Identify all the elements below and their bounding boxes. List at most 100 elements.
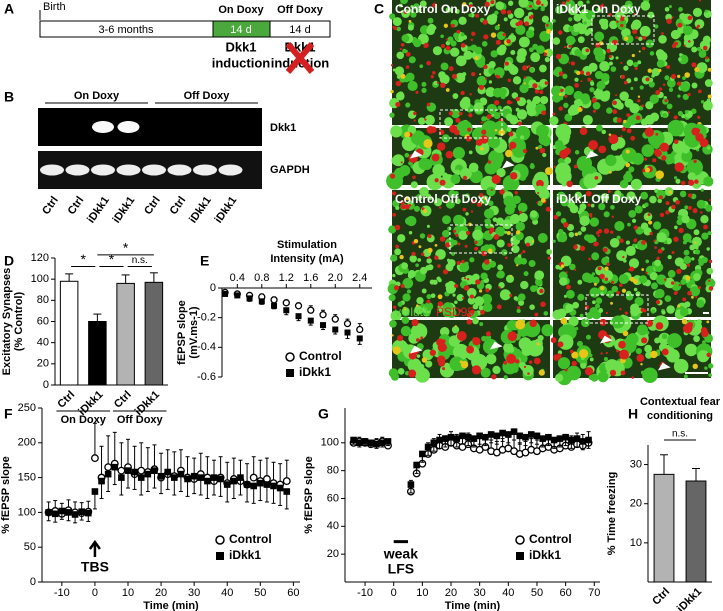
red-puncta bbox=[638, 50, 641, 53]
green-puncta bbox=[483, 208, 495, 219]
data-point bbox=[510, 428, 518, 435]
green-puncta bbox=[696, 46, 702, 52]
green-puncta bbox=[459, 167, 472, 180]
legend-label: Control bbox=[529, 532, 572, 546]
green-puncta bbox=[472, 317, 479, 325]
green-puncta bbox=[436, 276, 441, 281]
red-puncta bbox=[522, 65, 528, 71]
data-point bbox=[373, 440, 380, 448]
red-puncta bbox=[671, 43, 677, 49]
arrow bbox=[599, 335, 613, 344]
red-puncta bbox=[462, 207, 467, 212]
red-puncta bbox=[677, 74, 681, 78]
data-point bbox=[320, 322, 327, 329]
green-puncta bbox=[556, 168, 572, 185]
chart-title: Contextual fear bbox=[640, 396, 721, 408]
arrow bbox=[585, 150, 599, 159]
green-puncta bbox=[678, 7, 683, 12]
data-point bbox=[319, 311, 327, 319]
green-puncta bbox=[530, 52, 541, 63]
red-puncta bbox=[604, 277, 609, 281]
data-point bbox=[197, 474, 205, 481]
red-puncta bbox=[436, 338, 444, 347]
green-puncta bbox=[492, 87, 503, 98]
red-puncta bbox=[458, 309, 462, 313]
red-puncta bbox=[685, 275, 691, 281]
green-puncta bbox=[684, 343, 698, 357]
green-puncta bbox=[448, 189, 456, 198]
red-puncta bbox=[647, 68, 652, 73]
y-axis-label: % fEPSP slope bbox=[303, 456, 315, 533]
data-point bbox=[137, 466, 146, 475]
red-puncta bbox=[658, 87, 663, 91]
green-puncta bbox=[508, 347, 515, 353]
green-puncta bbox=[640, 191, 649, 200]
green-puncta bbox=[589, 217, 600, 227]
green-puncta bbox=[420, 26, 427, 34]
x-tick-label: Ctrl bbox=[55, 389, 77, 411]
red-puncta bbox=[647, 213, 651, 216]
green-puncta bbox=[639, 85, 644, 90]
green-puncta bbox=[531, 99, 537, 106]
lane-label: Ctrl bbox=[66, 195, 87, 217]
red-puncta bbox=[445, 200, 449, 204]
data-point bbox=[413, 461, 420, 469]
data-point bbox=[447, 433, 455, 441]
red-puncta bbox=[540, 197, 546, 203]
green-puncta bbox=[496, 239, 505, 248]
green-puncta bbox=[453, 32, 460, 39]
red-puncta bbox=[571, 351, 579, 359]
x-tick-label: -10 bbox=[54, 587, 70, 599]
red-puncta bbox=[580, 106, 584, 109]
green-puncta bbox=[519, 135, 525, 140]
red-puncta bbox=[486, 114, 492, 120]
red-puncta bbox=[500, 9, 507, 15]
red-puncta bbox=[469, 93, 472, 96]
green-puncta bbox=[409, 255, 417, 263]
green-puncta bbox=[630, 178, 642, 190]
green-puncta bbox=[656, 274, 667, 285]
data-point bbox=[505, 431, 512, 438]
red-puncta bbox=[467, 127, 472, 132]
red-puncta bbox=[671, 16, 674, 19]
y-tick-label: -0.2 bbox=[197, 312, 216, 324]
green-puncta bbox=[432, 164, 445, 177]
red-puncta bbox=[515, 359, 520, 364]
green-puncta bbox=[664, 75, 670, 81]
red-puncta bbox=[400, 204, 406, 210]
red-puncta bbox=[621, 127, 626, 132]
data-point bbox=[407, 481, 415, 488]
green-puncta bbox=[486, 103, 498, 115]
red-puncta bbox=[495, 39, 501, 45]
green-puncta bbox=[572, 301, 580, 309]
red-puncta bbox=[680, 180, 686, 186]
green-puncta bbox=[682, 233, 692, 243]
green-puncta bbox=[468, 13, 472, 18]
green-puncta bbox=[497, 105, 502, 111]
red-puncta bbox=[493, 99, 500, 106]
green-puncta bbox=[574, 49, 582, 57]
green-puncta bbox=[405, 72, 415, 82]
gel-band bbox=[117, 121, 140, 133]
green-puncta bbox=[511, 92, 519, 99]
red-puncta bbox=[558, 71, 564, 77]
green-puncta bbox=[454, 169, 461, 176]
green-puncta bbox=[589, 306, 599, 316]
red-puncta bbox=[552, 112, 556, 116]
red-puncta bbox=[423, 209, 428, 214]
data-point bbox=[237, 474, 244, 481]
red-puncta bbox=[497, 24, 500, 27]
green-puncta bbox=[564, 156, 572, 165]
green-puncta bbox=[633, 77, 638, 82]
red-puncta bbox=[593, 241, 599, 247]
green-puncta bbox=[455, 55, 467, 67]
red-puncta bbox=[457, 242, 461, 246]
green-puncta bbox=[616, 235, 621, 240]
green-puncta bbox=[591, 252, 600, 261]
red-puncta bbox=[619, 349, 629, 360]
red-puncta bbox=[538, 369, 545, 376]
green-puncta bbox=[689, 286, 701, 297]
data-point bbox=[522, 433, 529, 441]
data-point bbox=[91, 488, 99, 495]
green-puncta bbox=[616, 102, 624, 110]
